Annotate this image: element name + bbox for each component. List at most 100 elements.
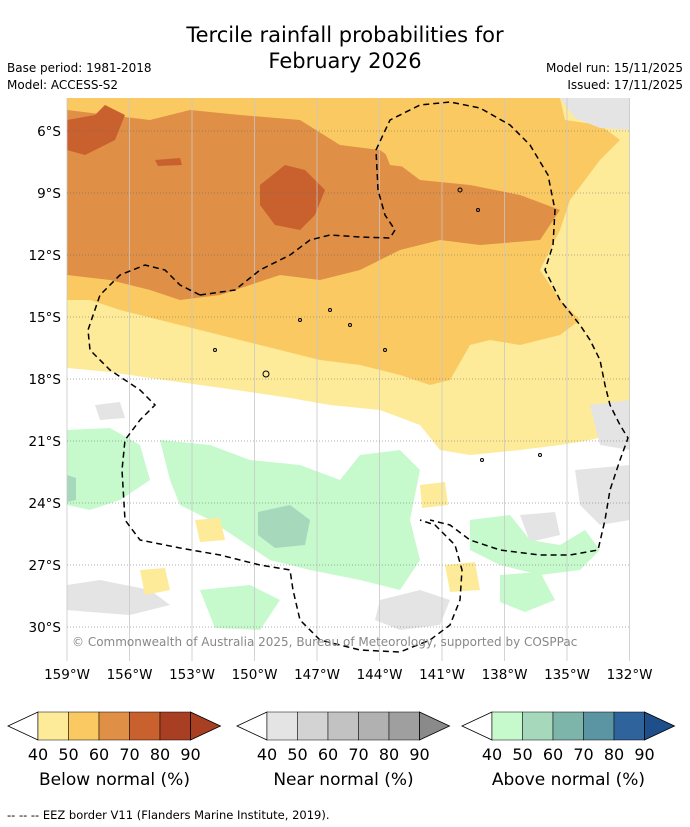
below-40-patch-south3 (445, 562, 480, 592)
legend-tick-label: 90 (634, 745, 654, 764)
legend-color-cell (129, 711, 161, 741)
above-40-east (470, 515, 600, 575)
legend-color-cell (491, 711, 523, 741)
lon-label: 147°W (294, 667, 340, 683)
legend-below-label: Below normal (%) (39, 770, 190, 790)
legend-color-cell (522, 711, 554, 741)
lon-label: 135°W (544, 667, 590, 683)
map-panel: © Commonwealth of Australia 2025, Bureau… (0, 0, 690, 700)
below-40-patch-south (140, 568, 170, 595)
legend-tick-label: 50 (512, 745, 532, 764)
below-70-region-west (67, 105, 125, 155)
legend-above: 40 50 60 70 80 90 (461, 711, 676, 764)
legend-tick-label: 50 (58, 745, 78, 764)
legend-upper-triangle (190, 711, 222, 741)
title-line-2: February 2026 (268, 49, 422, 73)
lon-label: 138°W (482, 667, 528, 683)
base-period: Base period: 1981-2018 (7, 61, 152, 75)
legend-tick-label: 80 (379, 745, 399, 764)
legend-tick-label: 80 (604, 745, 624, 764)
lat-label: 24°S (29, 496, 62, 512)
issued-date: Issued: 17/11/2025 (567, 78, 683, 92)
legend-color-cell (552, 711, 584, 741)
legend-color-cell (297, 711, 329, 741)
legend-color-cell (613, 711, 645, 741)
lat-gridlines (67, 130, 630, 628)
eez-footnote: -- -- -- EEZ border V11 (Flanders Marine… (7, 808, 330, 822)
legend-tick-label: 40 (257, 745, 277, 764)
lon-label: 159°W (44, 667, 90, 683)
below-60-patch-east (380, 130, 520, 175)
legend-below: 40 50 60 70 80 90 (7, 711, 222, 764)
legend-color-cell (68, 711, 100, 741)
above-50-patch (258, 505, 310, 548)
lat-label: 15°S (29, 310, 62, 326)
legend-near: 40 50 60 70 80 90 (236, 711, 451, 764)
island (476, 208, 480, 212)
legend-lower-triangle (236, 711, 268, 741)
above-40-southwest (200, 585, 280, 630)
lat-label: 27°S (29, 558, 62, 574)
island (457, 187, 463, 193)
above-50-patch-west (67, 475, 76, 502)
legend-near-label: Near normal (%) (273, 770, 414, 790)
legend-tick-label: 40 (28, 745, 48, 764)
near-40-southwest (67, 580, 170, 615)
island (298, 318, 302, 322)
lon-label: 153°W (169, 667, 215, 683)
legend-tick-label: 50 (287, 745, 307, 764)
islands (213, 187, 542, 462)
below-40-patch-south2 (195, 518, 225, 542)
legend-tick-label: 90 (180, 745, 200, 764)
below-40-patch-south4 (420, 482, 448, 508)
legend-above-label: Above normal (%) (491, 770, 646, 790)
legend-tick-label: 70 (573, 745, 593, 764)
near-40-far-east (575, 465, 630, 525)
island (480, 458, 484, 462)
lat-label: 30°S (29, 620, 62, 636)
legend-tick-label: 60 (543, 745, 563, 764)
legend-color-cell (98, 711, 130, 741)
legend-color-cell (159, 711, 191, 741)
legend-color-cell (327, 711, 359, 741)
legend-color-cell (266, 711, 298, 741)
legend-tick-label: 70 (348, 745, 368, 764)
legend-tick-label: 80 (150, 745, 170, 764)
island (328, 308, 332, 312)
lat-labels: 6°S 9°S 12°S 15°S 18°S 21°S 24°S 27°S 30… (29, 124, 62, 636)
island (348, 323, 352, 327)
below-70-region-central (260, 165, 325, 230)
lon-label: 156°W (107, 667, 153, 683)
lat-label: 21°S (29, 434, 62, 450)
legend-color-cell (358, 711, 390, 741)
above-40-southeast (500, 572, 555, 612)
forecast-map[interactable]: © Commonwealth of Australia 2025, Bureau… (0, 0, 690, 700)
legend-tick-label: 90 (409, 745, 429, 764)
legend-upper-triangle (644, 711, 676, 741)
lon-labels: 159°W 156°W 153°W 150°W 147°W 144°W 141°… (44, 667, 652, 683)
lat-label: 12°S (29, 248, 62, 264)
legend-tick-label: 60 (318, 745, 338, 764)
lat-label: 6°S (37, 124, 61, 140)
legend-lower-triangle (7, 711, 39, 741)
near-40-west-mid (95, 402, 125, 420)
lon-label: 144°W (357, 667, 403, 683)
legend-color-cell (583, 711, 615, 741)
legend-lower-triangle (461, 711, 493, 741)
lon-label: 150°W (232, 667, 278, 683)
copyright-notice: © Commonwealth of Australia 2025, Bureau… (72, 635, 577, 649)
island (383, 348, 387, 352)
lat-label: 18°S (29, 372, 62, 388)
legend-upper-triangle (419, 711, 451, 741)
near-40-southeast (520, 512, 560, 542)
below-70-patch (155, 158, 182, 166)
title-line-1: Tercile rainfall probabilities for (186, 23, 504, 47)
legend-tick-label: 40 (482, 745, 502, 764)
island (538, 453, 542, 457)
eez-border-west (87, 264, 463, 653)
legend-color-cell (388, 711, 420, 741)
island (262, 370, 270, 378)
lon-label: 132°W (607, 667, 653, 683)
model-run-date: Model run: 15/11/2025 (545, 61, 683, 75)
gridlines (66, 98, 630, 661)
